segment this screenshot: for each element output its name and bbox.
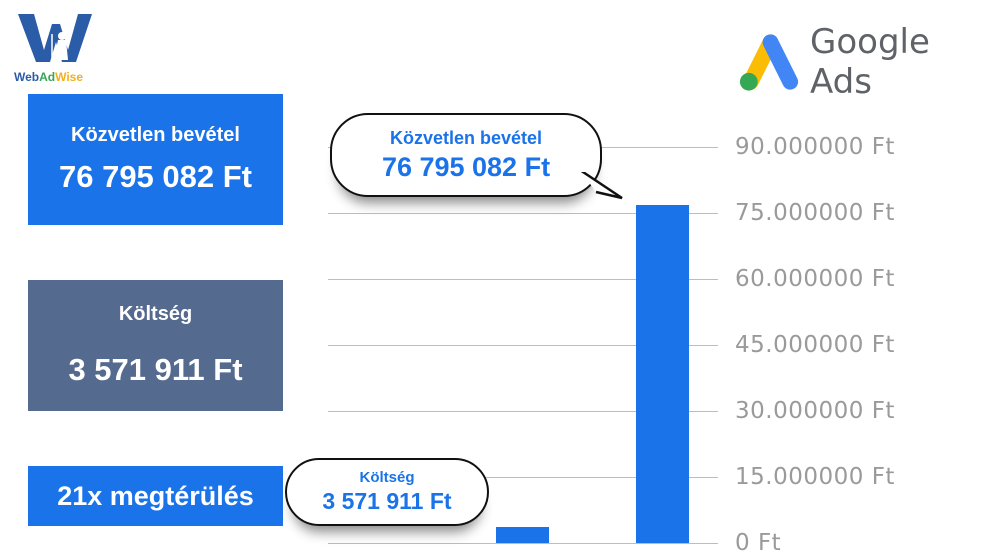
revenue-card-value: 76 795 082 Ft xyxy=(58,159,253,194)
y-tick-label: 75.000000 Ft xyxy=(735,200,895,226)
y-tick-label: 30.000000 Ft xyxy=(735,398,895,424)
roi-card-title: 21x megtérülés xyxy=(57,480,254,511)
google-ads-icon xyxy=(739,34,799,91)
webadwise-logo: WebAdWise xyxy=(14,10,94,84)
bar-cost xyxy=(496,527,549,543)
revenue-callout-title: Közvetlen bevétel xyxy=(389,127,543,148)
cost-callout-value: 3 571 911 Ft xyxy=(322,488,452,514)
roi-card: 21x megtérülés xyxy=(28,466,283,526)
cost-card-value: 3 571 911 Ft xyxy=(68,352,243,387)
revenue-card-title: Közvetlen bevétel xyxy=(71,124,240,146)
gridline xyxy=(328,213,718,214)
gridline xyxy=(328,279,718,280)
y-tick-label: 15.000000 Ft xyxy=(735,464,895,490)
y-tick-label: 60.000000 Ft xyxy=(735,266,895,292)
gridline xyxy=(328,543,718,544)
w-logo-icon xyxy=(18,14,92,62)
google-ads-logo: Google Ads xyxy=(735,22,1000,102)
revenue-callout: Közvetlen bevétel 76 795 082 Ft xyxy=(330,113,602,197)
cost-card: Költség 3 571 911 Ft xyxy=(28,280,283,411)
cost-callout-title: Költség xyxy=(359,469,415,486)
gridline xyxy=(328,345,718,346)
cost-card-title: Költség xyxy=(118,303,193,325)
revenue-callout-tail xyxy=(578,168,623,200)
gridline xyxy=(328,477,718,478)
cost-callout: Költség 3 571 911 Ft xyxy=(285,458,489,526)
revenue-callout-value: 76 795 082 Ft xyxy=(381,151,551,182)
y-tick-label: 90.000000 Ft xyxy=(735,134,895,160)
revenue-card: Közvetlen bevétel 76 795 082 Ft xyxy=(28,94,283,225)
y-tick-label: 0 Ft xyxy=(735,530,782,556)
google-ads-label: Google Ads xyxy=(810,22,930,102)
bar-revenue xyxy=(636,205,689,543)
gridline xyxy=(328,411,718,412)
logo-wordmark: WebAdWise xyxy=(14,70,84,84)
y-tick-label: 45.000000 Ft xyxy=(735,332,895,358)
